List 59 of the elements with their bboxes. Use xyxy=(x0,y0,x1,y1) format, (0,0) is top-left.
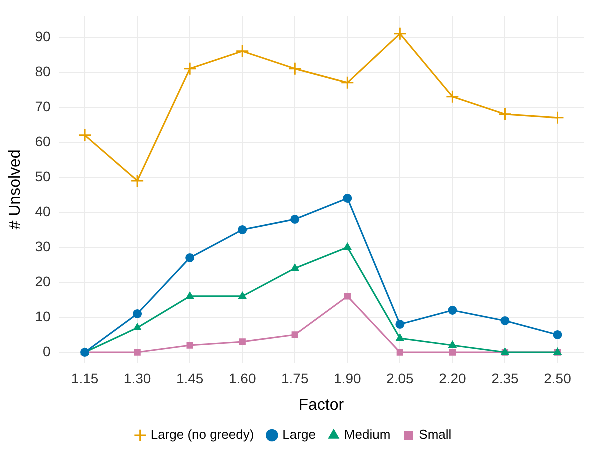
x-tick-label: 1.15 xyxy=(71,370,99,386)
point xyxy=(344,242,352,250)
x-tick-label: 1.90 xyxy=(334,370,362,386)
y-tick-label: 40 xyxy=(35,203,51,220)
point xyxy=(291,264,300,271)
x-tick-label: 1.30 xyxy=(124,370,152,386)
point xyxy=(236,44,250,58)
point xyxy=(396,349,404,356)
y-tick-label: 80 xyxy=(35,63,51,80)
point xyxy=(186,292,194,299)
x-tick-label: 2.35 xyxy=(492,370,520,386)
y-tick-label: 70 xyxy=(35,98,51,114)
point xyxy=(449,349,456,356)
legend-label: Large xyxy=(282,427,316,442)
point xyxy=(238,225,248,234)
point xyxy=(498,108,512,122)
point xyxy=(78,128,92,142)
point xyxy=(239,338,246,346)
point xyxy=(133,309,142,318)
point xyxy=(396,320,405,329)
x-axis-title: Factor xyxy=(298,396,345,414)
point xyxy=(186,253,195,262)
x-tick-label: 2.50 xyxy=(544,370,572,386)
point xyxy=(448,306,458,315)
point xyxy=(550,111,564,125)
x-tick-label: 1.45 xyxy=(176,370,204,386)
x-tick-label: 2.20 xyxy=(439,370,467,386)
y-tick-label: 0 xyxy=(42,343,51,360)
point xyxy=(344,293,351,300)
point xyxy=(238,292,247,299)
point xyxy=(446,90,460,104)
y-tick-label: 50 xyxy=(35,168,51,184)
point xyxy=(288,62,302,76)
point xyxy=(553,330,562,340)
legend-label: Small xyxy=(419,427,452,442)
point xyxy=(290,214,300,224)
y-tick-label: 60 xyxy=(35,133,51,150)
point xyxy=(134,349,141,356)
point xyxy=(340,76,354,90)
x-tick-label: 1.60 xyxy=(228,370,256,386)
point xyxy=(500,316,510,326)
legend-label: Medium xyxy=(344,427,391,442)
point xyxy=(396,334,404,341)
legend-label: Large (no greedy) xyxy=(150,427,254,442)
x-tick-label: 2.05 xyxy=(386,370,414,386)
y-tick-label: 90 xyxy=(35,28,51,44)
x-tick-label: 1.75 xyxy=(282,370,309,386)
point xyxy=(448,340,457,348)
point xyxy=(343,194,352,203)
point xyxy=(186,342,194,349)
point xyxy=(292,332,298,338)
point xyxy=(183,62,197,76)
y-tick-label: 30 xyxy=(35,238,51,254)
point xyxy=(134,323,142,330)
y-tick-label: 20 xyxy=(35,273,51,290)
point xyxy=(130,174,144,188)
point xyxy=(393,27,407,41)
y-axis-title: # Unsolved xyxy=(7,150,24,230)
y-tick-label: 10 xyxy=(35,308,51,324)
